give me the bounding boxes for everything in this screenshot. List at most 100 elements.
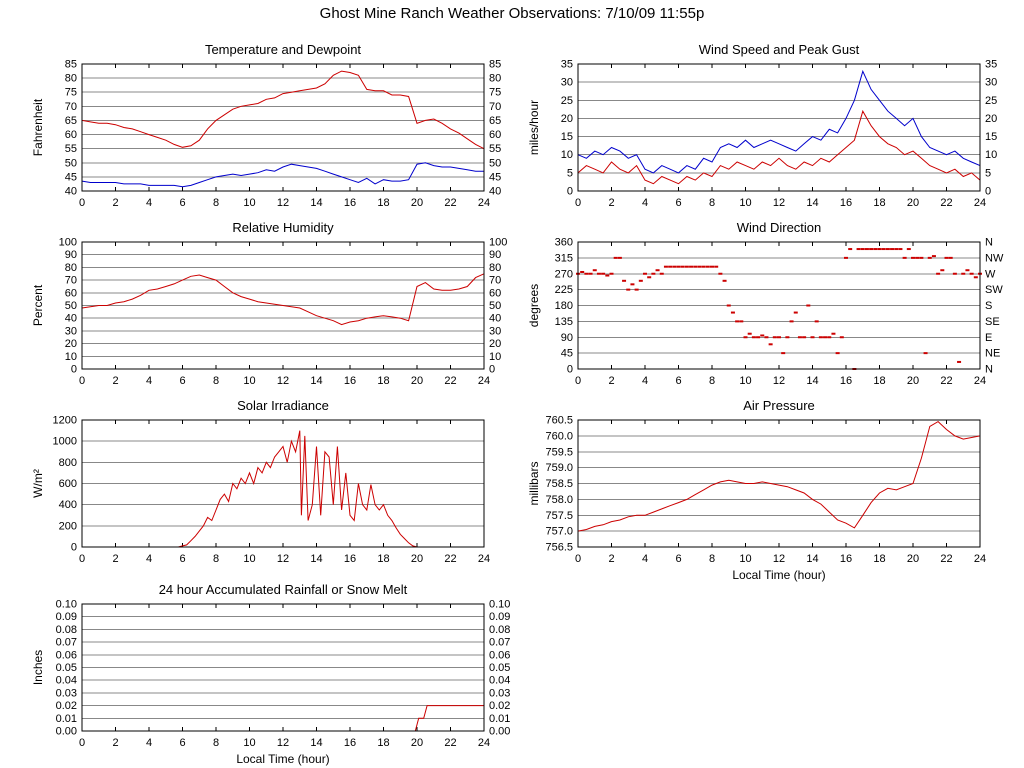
svg-text:E: E [985,332,992,344]
svg-text:22: 22 [940,553,952,565]
chart-svg-air-pressure: Air Pressure 756.5 757.0 757.5 758.0 758.5 759… [527,398,986,582]
svg-text:10: 10 [739,375,751,386]
svg-text:8: 8 [213,375,219,386]
svg-text:2: 2 [112,197,118,208]
svg-text:22: 22 [940,197,952,208]
svg-text:miles/hour: miles/hour [527,100,541,155]
svg-text:0.04: 0.04 [489,675,510,687]
svg-text:18: 18 [873,553,885,565]
svg-text:20: 20 [411,553,423,564]
svg-text:W: W [985,268,996,280]
svg-text:0.10: 0.10 [489,599,510,611]
svg-text:0: 0 [79,197,85,208]
svg-text:0.03: 0.03 [56,687,77,699]
svg-text:12: 12 [277,375,289,386]
svg-text:millibars: millibars [527,461,541,505]
svg-text:18: 18 [377,375,389,386]
svg-text:NW: NW [985,252,1004,264]
svg-text:0: 0 [71,364,77,376]
svg-text:22: 22 [940,375,952,386]
page-title: Ghost Mine Ranch Weather Observations: 7… [319,5,705,22]
svg-text:16: 16 [344,197,356,208]
svg-text:4: 4 [146,553,152,564]
svg-text:6: 6 [675,375,681,386]
svg-text:N: N [985,364,993,376]
svg-text:Local Time (hour): Local Time (hour) [236,752,329,766]
svg-text:0: 0 [71,542,77,554]
svg-text:70: 70 [65,101,77,113]
svg-text:60: 60 [65,287,77,299]
svg-text:12: 12 [277,553,289,564]
svg-text:2: 2 [112,737,118,749]
svg-text:14: 14 [310,375,322,386]
svg-text:0.02: 0.02 [489,700,510,712]
svg-text:18: 18 [873,375,885,386]
svg-text:60: 60 [65,129,77,141]
svg-text:85: 85 [489,59,501,71]
svg-text:16: 16 [840,375,852,386]
svg-text:22: 22 [444,375,456,386]
svg-text:0.09: 0.09 [56,611,77,623]
svg-text:6: 6 [179,737,185,749]
svg-text:16: 16 [840,553,852,565]
svg-text:8: 8 [213,737,219,749]
svg-text:24: 24 [974,375,986,386]
svg-text:757.5: 757.5 [545,510,573,522]
svg-text:24: 24 [974,197,986,208]
svg-text:758.5: 758.5 [545,478,573,490]
svg-text:2: 2 [608,553,614,565]
svg-text:135: 135 [555,316,573,328]
svg-text:75: 75 [65,87,77,99]
series-wind-speed [577,109,981,185]
svg-text:40: 40 [65,186,77,198]
svg-text:20: 20 [411,375,423,386]
chart-rainfall: 24 hour Accumulated Rainfall or Snow Mel… [28,580,524,768]
series-peak-gust [577,69,981,174]
svg-text:4: 4 [146,737,152,749]
svg-text:0: 0 [489,364,495,376]
svg-text:0.00: 0.00 [489,726,510,738]
svg-text:200: 200 [59,520,77,532]
svg-text:0: 0 [575,375,581,386]
svg-text:35: 35 [985,59,997,71]
svg-text:W/m²: W/m² [31,469,45,498]
svg-text:600: 600 [59,478,77,490]
svg-text:14: 14 [310,197,322,208]
svg-text:60: 60 [489,129,501,141]
chart-wind-speed-gust: Wind Speed and Peak Gust 0 0 5 5 10 10 15 15 20 20… [524,40,1020,213]
svg-text:0.08: 0.08 [489,624,510,636]
svg-text:16: 16 [840,197,852,208]
svg-text:12: 12 [277,197,289,208]
svg-text:6: 6 [179,375,185,386]
chart-svg-rainfall: 24 hour Accumulated Rainfall or Snow Mel… [31,582,510,766]
svg-text:2: 2 [608,375,614,386]
svg-text:10: 10 [489,351,501,363]
svg-text:0: 0 [575,197,581,208]
svg-text:0.09: 0.09 [489,611,510,623]
svg-text:80: 80 [489,73,501,85]
svg-text:40: 40 [65,313,77,325]
svg-text:Percent: Percent [31,284,45,326]
chart-temperature-dewpoint: Temperature and Dewpoint 40 40 45 45 50 50 55 55… [28,40,524,213]
svg-text:0.08: 0.08 [56,624,77,636]
svg-text:NE: NE [985,348,1000,360]
svg-text:10: 10 [65,351,77,363]
svg-text:50: 50 [489,157,501,169]
svg-text:0.10: 0.10 [56,599,77,611]
svg-text:75: 75 [489,87,501,99]
svg-text:10: 10 [985,149,997,161]
svg-text:SE: SE [985,316,1000,328]
svg-text:14: 14 [310,737,322,749]
svg-text:4: 4 [642,375,648,386]
series-pressure [577,420,981,532]
svg-text:0: 0 [79,737,85,749]
svg-text:10: 10 [561,149,573,161]
svg-text:759.0: 759.0 [545,462,573,474]
svg-text:40: 40 [489,186,501,198]
svg-text:10: 10 [243,197,255,208]
series-humidity [81,273,485,326]
svg-text:Air Pressure: Air Pressure [743,398,815,413]
